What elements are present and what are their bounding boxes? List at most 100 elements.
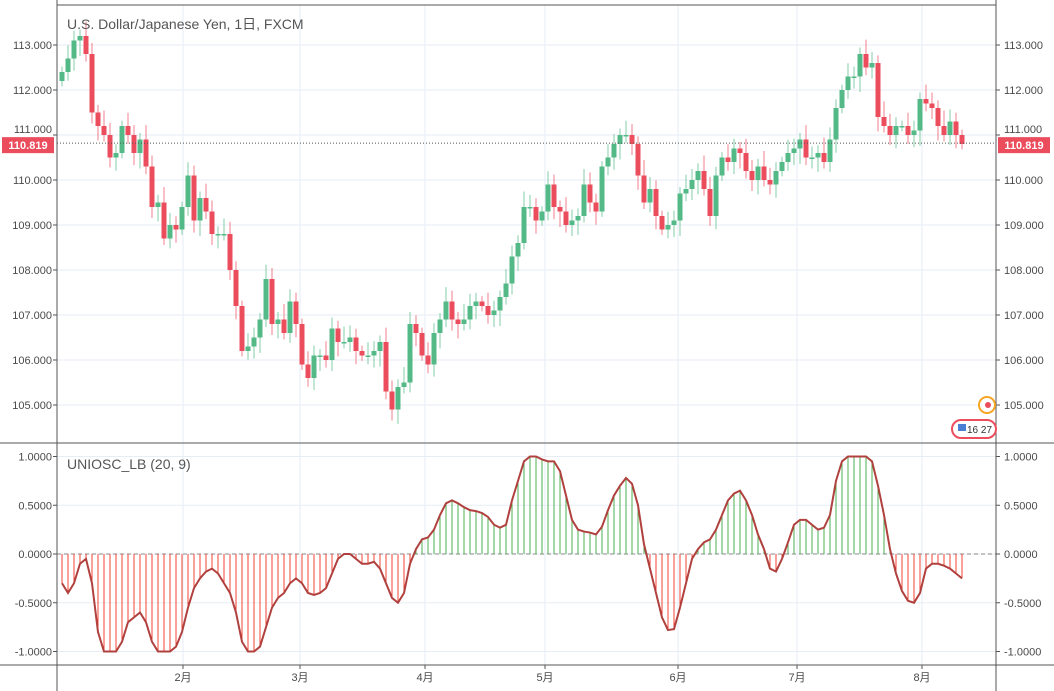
candle-body: [251, 337, 257, 347]
candle-body: [107, 135, 113, 158]
candle-body: [941, 126, 947, 135]
candle-body: [419, 333, 425, 356]
candle-body: [767, 180, 773, 185]
candle-body: [929, 103, 935, 108]
candle-body: [773, 171, 779, 185]
event-badge-text: 16 27: [967, 425, 992, 436]
candle-body: [377, 342, 383, 351]
candle-body: [521, 207, 527, 243]
candle-body: [737, 148, 743, 153]
candle-body: [65, 58, 71, 72]
candle-body: [407, 324, 413, 383]
candle-body: [497, 297, 503, 311]
candle-body: [425, 355, 431, 365]
price-tick-label-left: 112.000: [13, 85, 52, 97]
candle-body: [863, 54, 869, 68]
candle-body: [395, 387, 401, 410]
candle-body: [551, 184, 557, 207]
candle-body: [341, 342, 347, 344]
candle-body: [893, 126, 899, 135]
candle-body: [833, 108, 839, 140]
osc-tick-label-right: 0.5000: [1004, 500, 1038, 512]
candle-body: [575, 216, 581, 221]
flag-canton-icon: [958, 424, 966, 431]
candle-body: [845, 76, 851, 90]
candle-body: [857, 54, 863, 77]
candle-body: [755, 166, 761, 180]
candle-body: [545, 184, 551, 212]
candle-body: [731, 148, 737, 162]
oscillator-title: UNIOSC_LB (20, 9): [67, 456, 191, 472]
candle-body: [269, 279, 275, 324]
candle-body: [809, 157, 815, 159]
price-tick-label-right: 110.000: [1004, 175, 1043, 187]
candle-body: [161, 202, 167, 239]
candle-body: [119, 126, 125, 153]
candle-body: [173, 225, 179, 230]
price-badge-right: [998, 137, 1050, 154]
candle-body: [449, 301, 455, 320]
candle-body: [179, 207, 185, 230]
candle-body: [59, 72, 65, 81]
price-tick-label-left: 108.000: [12, 265, 52, 277]
candle-body: [515, 243, 521, 257]
candle-body: [635, 144, 641, 176]
candle-body: [125, 126, 131, 135]
candle-body: [713, 175, 719, 216]
price-tick-label-left: 109.000: [12, 220, 52, 232]
candle-body: [245, 346, 251, 351]
candle-body: [617, 135, 623, 144]
candle-body: [413, 324, 419, 333]
osc-tick-label-left: 0.5000: [18, 500, 52, 512]
candle-body: [233, 270, 239, 306]
candle-body: [947, 121, 953, 135]
candle-body: [89, 54, 95, 113]
candle-body: [473, 301, 479, 306]
candle-body: [335, 328, 341, 342]
candle-body: [821, 153, 827, 162]
month-label: 6月: [669, 672, 686, 684]
month-label: 4月: [416, 672, 433, 684]
candle-body: [749, 171, 755, 180]
osc-tick-label-left: 0.0000: [18, 549, 52, 561]
candle-body: [587, 184, 593, 203]
candle-body: [527, 207, 533, 209]
price-tick-label-right: 107.000: [1004, 310, 1044, 322]
candle-body: [881, 117, 887, 126]
candle-body: [815, 153, 821, 158]
price-badge-left: [2, 137, 54, 154]
event-dot-icon: [985, 402, 991, 408]
candle-body: [155, 202, 161, 207]
price-badge-left-text: 110.819: [8, 140, 47, 152]
candle-body: [455, 319, 461, 324]
candle-body: [167, 225, 173, 239]
osc-tick-label-right: 1.0000: [1004, 452, 1038, 464]
candle-body: [353, 337, 359, 351]
candle-body: [239, 306, 245, 351]
candle-body: [323, 355, 329, 360]
candle-body: [653, 189, 659, 216]
candle-body: [923, 99, 929, 104]
candle-body: [101, 126, 107, 135]
candle-body: [257, 319, 263, 338]
candle-body: [563, 211, 569, 225]
candle-body: [599, 166, 605, 212]
candle-body: [779, 162, 785, 171]
candle-body: [695, 171, 701, 180]
price-tick-label-right: 108.000: [1004, 265, 1044, 277]
candle-body: [875, 63, 881, 117]
osc-tick-label-left: 1.0000: [18, 452, 52, 464]
candle-body: [623, 135, 629, 137]
candle-body: [785, 153, 791, 162]
candle-body: [641, 175, 647, 203]
month-label: 3月: [291, 672, 308, 684]
candle-body: [329, 328, 335, 360]
candle-body: [629, 135, 635, 144]
candle-body: [905, 126, 911, 135]
candle-body: [137, 139, 143, 153]
price-tick-label-right: 111.000: [1004, 124, 1042, 136]
candle-body: [485, 306, 491, 315]
candle-body: [95, 112, 101, 126]
candle-body: [227, 234, 233, 270]
